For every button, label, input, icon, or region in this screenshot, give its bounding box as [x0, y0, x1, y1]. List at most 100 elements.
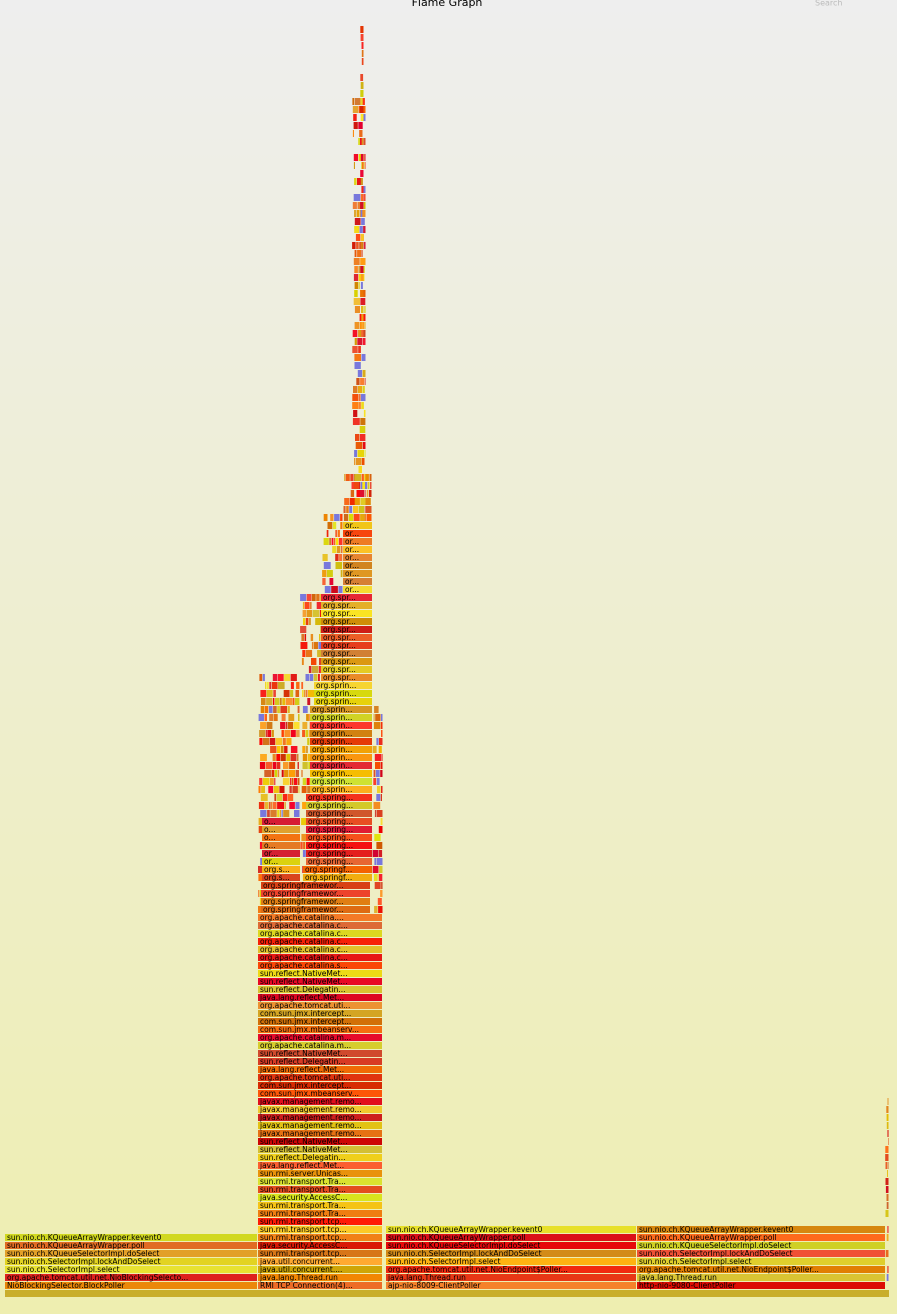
- sliver: [353, 274, 359, 281]
- sliver: [886, 1194, 889, 1201]
- sliver: [360, 378, 365, 385]
- search[interactable]: Search: [815, 0, 842, 8]
- sliver: [359, 210, 366, 217]
- sliver: [271, 770, 275, 777]
- frame-label: javax.management.remo...: [259, 1121, 362, 1130]
- sliver: [301, 786, 307, 793]
- sliver: [364, 514, 366, 521]
- sliver: [302, 802, 307, 809]
- frame-label: sun.rmi.transport.tcp...: [260, 1249, 347, 1258]
- sliver: [361, 186, 364, 193]
- sliver: [361, 354, 366, 361]
- sliver: [266, 698, 273, 705]
- root-frame: [5, 1290, 889, 1297]
- frame: [261, 890, 370, 897]
- sliver: [268, 786, 274, 793]
- sliver: [318, 666, 321, 673]
- sliver: [286, 738, 292, 745]
- frame-label: org.apache.catalina.m...: [260, 1041, 351, 1050]
- sliver: [269, 802, 271, 809]
- sliver: [353, 482, 360, 489]
- sliver: [262, 778, 270, 785]
- sliver: [295, 770, 299, 777]
- sliver: [311, 642, 314, 649]
- sliver: [354, 98, 362, 105]
- sliver: [359, 130, 363, 137]
- sliver: [301, 682, 304, 689]
- frame: [321, 602, 372, 609]
- frame: [258, 1210, 382, 1217]
- sliver: [360, 298, 366, 305]
- sliver: [354, 226, 360, 233]
- sliver: [316, 594, 320, 601]
- frame: [314, 690, 372, 697]
- sliver: [359, 402, 361, 409]
- frame-label: sun.nio.ch.SelectorImpl.select: [388, 1257, 501, 1266]
- frame-label: sun.nio.ch.KQueueArrayWrapper.kevent0: [7, 1233, 162, 1242]
- sliver: [264, 706, 269, 713]
- frame: [310, 738, 372, 745]
- frame: [310, 762, 372, 769]
- frame-label: java.lang.Thread.run: [387, 1273, 466, 1282]
- frame: [306, 834, 372, 841]
- sliver: [259, 778, 263, 785]
- sliver: [373, 778, 377, 785]
- sliver: [298, 714, 300, 721]
- sliver: [376, 810, 383, 817]
- frame-label: org.s...: [264, 873, 290, 882]
- frame-label: org.sprin...: [312, 721, 352, 730]
- frame: [343, 554, 372, 561]
- sliver: [361, 58, 364, 65]
- sliver: [887, 1266, 889, 1273]
- frame: [386, 1274, 636, 1281]
- sliver: [259, 762, 265, 769]
- sliver: [886, 1234, 889, 1241]
- sliver: [313, 642, 318, 649]
- sliver: [380, 770, 383, 777]
- sliver: [360, 274, 364, 281]
- frame-label: org.sprin...: [312, 769, 352, 778]
- frame: [343, 578, 372, 585]
- sliver: [361, 322, 364, 329]
- sliver: [300, 642, 308, 649]
- frame-label: RMI TCP Connection(4)...: [260, 1281, 353, 1290]
- sliver: [377, 858, 383, 865]
- sliver: [360, 114, 364, 121]
- sliver: [277, 706, 280, 713]
- frame-label: javax.management.remo...: [259, 1129, 362, 1138]
- sliver: [301, 770, 303, 777]
- frame-label: org.apache.tomcat.uti...: [260, 1001, 350, 1010]
- frame: [343, 530, 372, 537]
- sliver: [361, 250, 363, 257]
- frame: [258, 1194, 382, 1201]
- sliver: [290, 690, 294, 697]
- frame: [258, 1282, 382, 1289]
- sliver: [352, 394, 359, 401]
- frame: [262, 866, 300, 873]
- sliver: [332, 522, 337, 529]
- sliver: [353, 258, 360, 265]
- sliver: [295, 802, 300, 809]
- sliver: [302, 850, 306, 857]
- frame: [343, 570, 372, 577]
- sliver: [320, 594, 322, 601]
- sliver: [361, 98, 365, 105]
- sliver: [298, 786, 300, 793]
- frame-label: com.sun.jmx.mbeanserv...: [260, 1089, 359, 1098]
- sliver: [284, 730, 291, 737]
- sliver: [378, 826, 383, 833]
- sliver: [381, 786, 383, 793]
- frame: [321, 594, 372, 601]
- frame-label: or...: [345, 529, 359, 538]
- sliver: [885, 1146, 889, 1153]
- sliver: [319, 610, 322, 617]
- frame: [637, 1258, 885, 1265]
- frame-label: sun.nio.ch.SelectorImpl.select: [7, 1265, 120, 1274]
- sliver: [353, 386, 358, 393]
- frame-label: org.apache.catalina.m...: [260, 1033, 351, 1042]
- frame: [258, 1138, 382, 1145]
- sliver: [366, 490, 369, 497]
- sliver: [323, 562, 331, 569]
- sliver: [363, 226, 366, 233]
- sliver: [364, 194, 366, 201]
